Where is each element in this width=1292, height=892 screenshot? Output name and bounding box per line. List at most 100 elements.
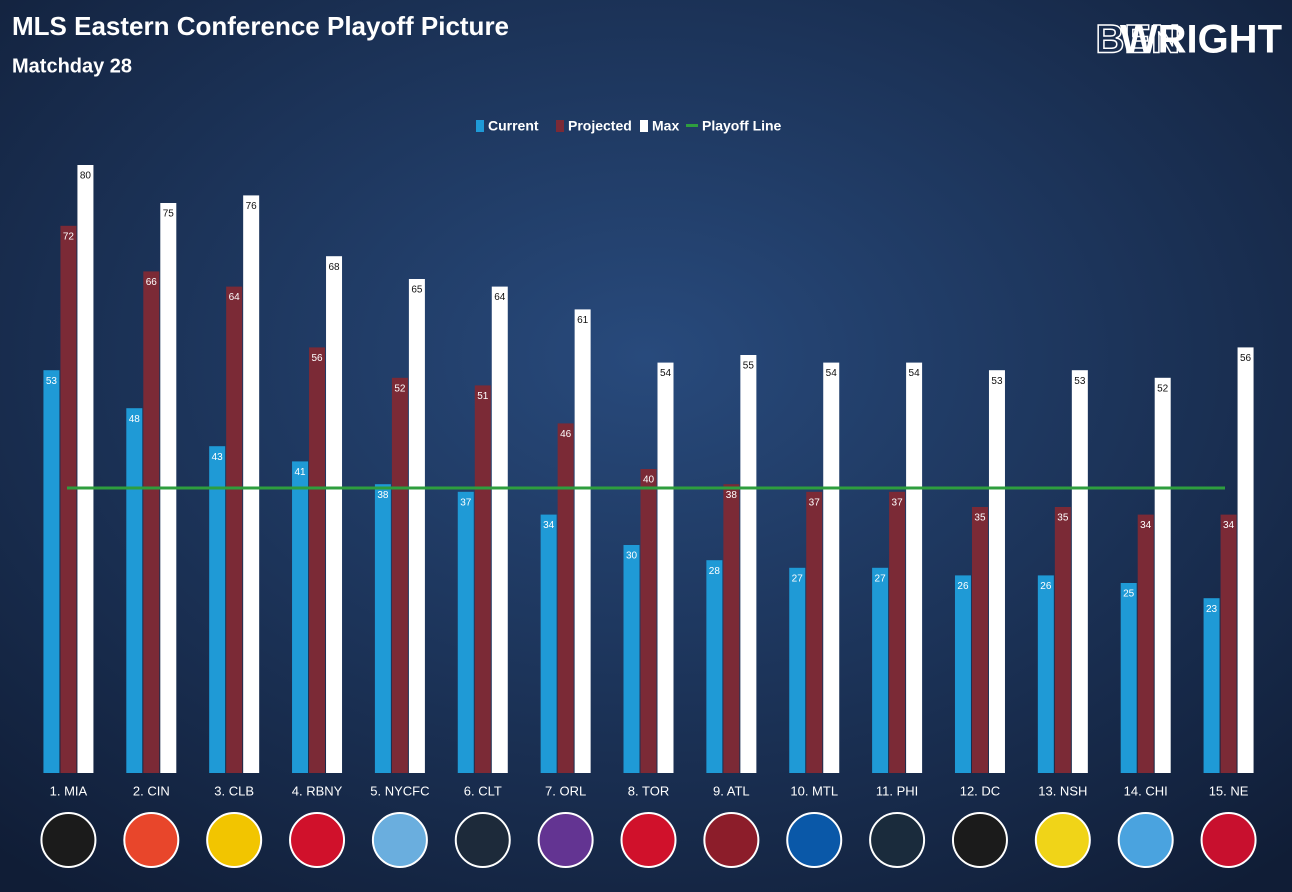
value-label: 30 (626, 551, 638, 562)
legend-swatch (556, 120, 564, 132)
bar (1054, 507, 1071, 773)
team-logo (206, 812, 263, 868)
value-label: 34 (1223, 520, 1235, 531)
x-tick-label: 11. PHI (876, 783, 918, 798)
x-tick-label: 14. CHI (1124, 783, 1168, 798)
x-tick-label: 3. CLB (214, 783, 254, 798)
bar (657, 362, 674, 773)
bar (1071, 370, 1088, 773)
value-label: 23 (1206, 604, 1218, 615)
bar (309, 347, 326, 773)
value-label: 38 (726, 490, 738, 501)
bar (872, 567, 889, 773)
bar (623, 545, 640, 773)
x-tick-label: 7. ORL (545, 783, 586, 798)
value-label: 43 (212, 452, 224, 463)
value-label: 37 (892, 497, 904, 508)
team-logo (537, 812, 594, 868)
legend-label: Playoff Line (702, 118, 782, 134)
bar (954, 575, 971, 773)
x-tick-label: 6. CLT (464, 783, 502, 798)
bar (971, 507, 988, 773)
value-label: 46 (560, 429, 572, 440)
value-label: 53 (991, 376, 1003, 387)
bar (823, 362, 840, 773)
value-label: 26 (957, 581, 969, 592)
legend-label: Current (488, 118, 539, 134)
bar (806, 491, 823, 773)
bar (574, 309, 591, 773)
bar (988, 370, 1005, 773)
bar (243, 195, 260, 773)
value-label: 27 (875, 573, 887, 584)
value-label: 53 (1074, 376, 1086, 387)
team-logo (620, 812, 677, 868)
bar (326, 256, 343, 773)
team-logo (454, 812, 511, 868)
brand-first: BEN (1096, 18, 1180, 62)
bar (706, 560, 723, 773)
team-logo (1200, 812, 1257, 868)
value-label: 26 (1040, 581, 1052, 592)
x-tick-label: 5. NYCFC (370, 783, 429, 798)
bar (906, 362, 923, 773)
bar (457, 491, 474, 773)
legend-swatch (640, 120, 648, 132)
x-tick-label: 2. CIN (133, 783, 170, 798)
legend-label: Max (652, 118, 679, 134)
bar (209, 446, 226, 773)
value-label: 68 (328, 262, 340, 273)
value-label: 76 (246, 201, 258, 212)
x-tick-label: 4. RBNY (292, 783, 343, 798)
value-label: 61 (577, 315, 589, 326)
value-label: 66 (146, 277, 158, 288)
bar (77, 165, 94, 773)
legend-swatch (686, 124, 698, 127)
bar (292, 461, 309, 773)
bar (640, 469, 657, 773)
value-label: 72 (63, 231, 75, 242)
x-tick-label: 8. TOR (628, 783, 669, 798)
bar (143, 271, 160, 773)
team-logo (703, 812, 760, 868)
chart-title: MLS Eastern Conference Playoff Picture (12, 11, 509, 41)
team-logo (1034, 812, 1091, 868)
bar (60, 225, 77, 774)
bar (1037, 575, 1054, 773)
value-label: 34 (1140, 520, 1152, 531)
bar (789, 567, 806, 773)
value-label: 53 (46, 376, 58, 387)
x-tick-label: 13. NSH (1038, 783, 1087, 798)
x-tick-label: 12. DC (960, 783, 1000, 798)
legend-label: Projected (568, 118, 632, 134)
legend-swatch (476, 120, 484, 132)
bar (43, 370, 60, 773)
value-label: 64 (229, 292, 241, 303)
bar (491, 286, 508, 773)
bar (1120, 583, 1137, 773)
value-label: 64 (494, 292, 506, 303)
value-label: 35 (974, 513, 986, 524)
value-label: 35 (1057, 513, 1069, 524)
value-label: 51 (477, 391, 489, 402)
x-tick-label: 10. MTL (790, 783, 838, 798)
value-label: 56 (311, 353, 323, 364)
bar (126, 408, 143, 773)
value-label: 37 (460, 497, 472, 508)
value-label: 52 (394, 383, 406, 394)
brand-second: WRIGHT (1120, 18, 1282, 62)
x-tick-label: 1. MIA (50, 783, 88, 798)
team-logo (123, 812, 180, 868)
x-tick-label: 15. NE (1209, 783, 1249, 798)
value-label: 27 (792, 573, 804, 584)
value-label: 38 (377, 490, 389, 501)
bar (391, 377, 408, 773)
value-label: 54 (660, 368, 672, 379)
bar (740, 355, 757, 773)
value-label: 56 (1240, 353, 1252, 364)
bar (474, 385, 491, 773)
value-label: 28 (709, 566, 721, 577)
team-logo (289, 812, 346, 868)
team-logo (869, 812, 926, 868)
